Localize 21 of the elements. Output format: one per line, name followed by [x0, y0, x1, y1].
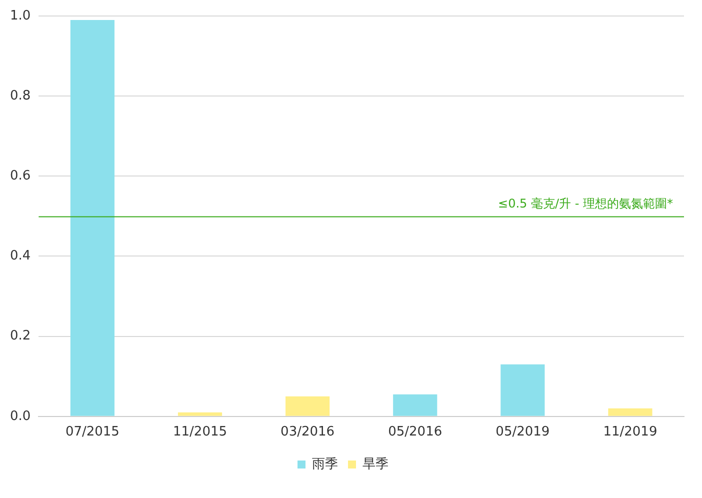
bar	[286, 396, 330, 416]
y-tick-label: 0.0	[10, 408, 31, 424]
x-tick-label: 03/2016	[280, 424, 335, 440]
y-tick-label: 0.8	[10, 88, 31, 104]
bar	[608, 408, 652, 416]
x-tick-label: 05/2016	[388, 424, 442, 440]
x-tick-label: 11/2015	[173, 424, 228, 440]
y-tick-label: 0.2	[10, 328, 31, 344]
y-tick-label: 1.0	[10, 8, 31, 24]
legend-label: 旱季	[362, 456, 388, 472]
x-tick-label: 05/2019	[496, 424, 550, 440]
y-tick-label: 0.4	[10, 248, 31, 264]
ref-line-label: ≤0.5 毫克/升 - 理想的氨氮範圍*	[498, 196, 673, 210]
legend-label: 雨季	[312, 456, 338, 472]
bar	[178, 412, 222, 416]
x-tick-label: 07/2015	[65, 424, 120, 440]
x-tick-label: 11/2019	[603, 424, 658, 440]
y-tick-label: 0.6	[10, 168, 31, 184]
bar	[393, 394, 438, 416]
bar	[500, 364, 545, 416]
bar	[70, 20, 114, 416]
